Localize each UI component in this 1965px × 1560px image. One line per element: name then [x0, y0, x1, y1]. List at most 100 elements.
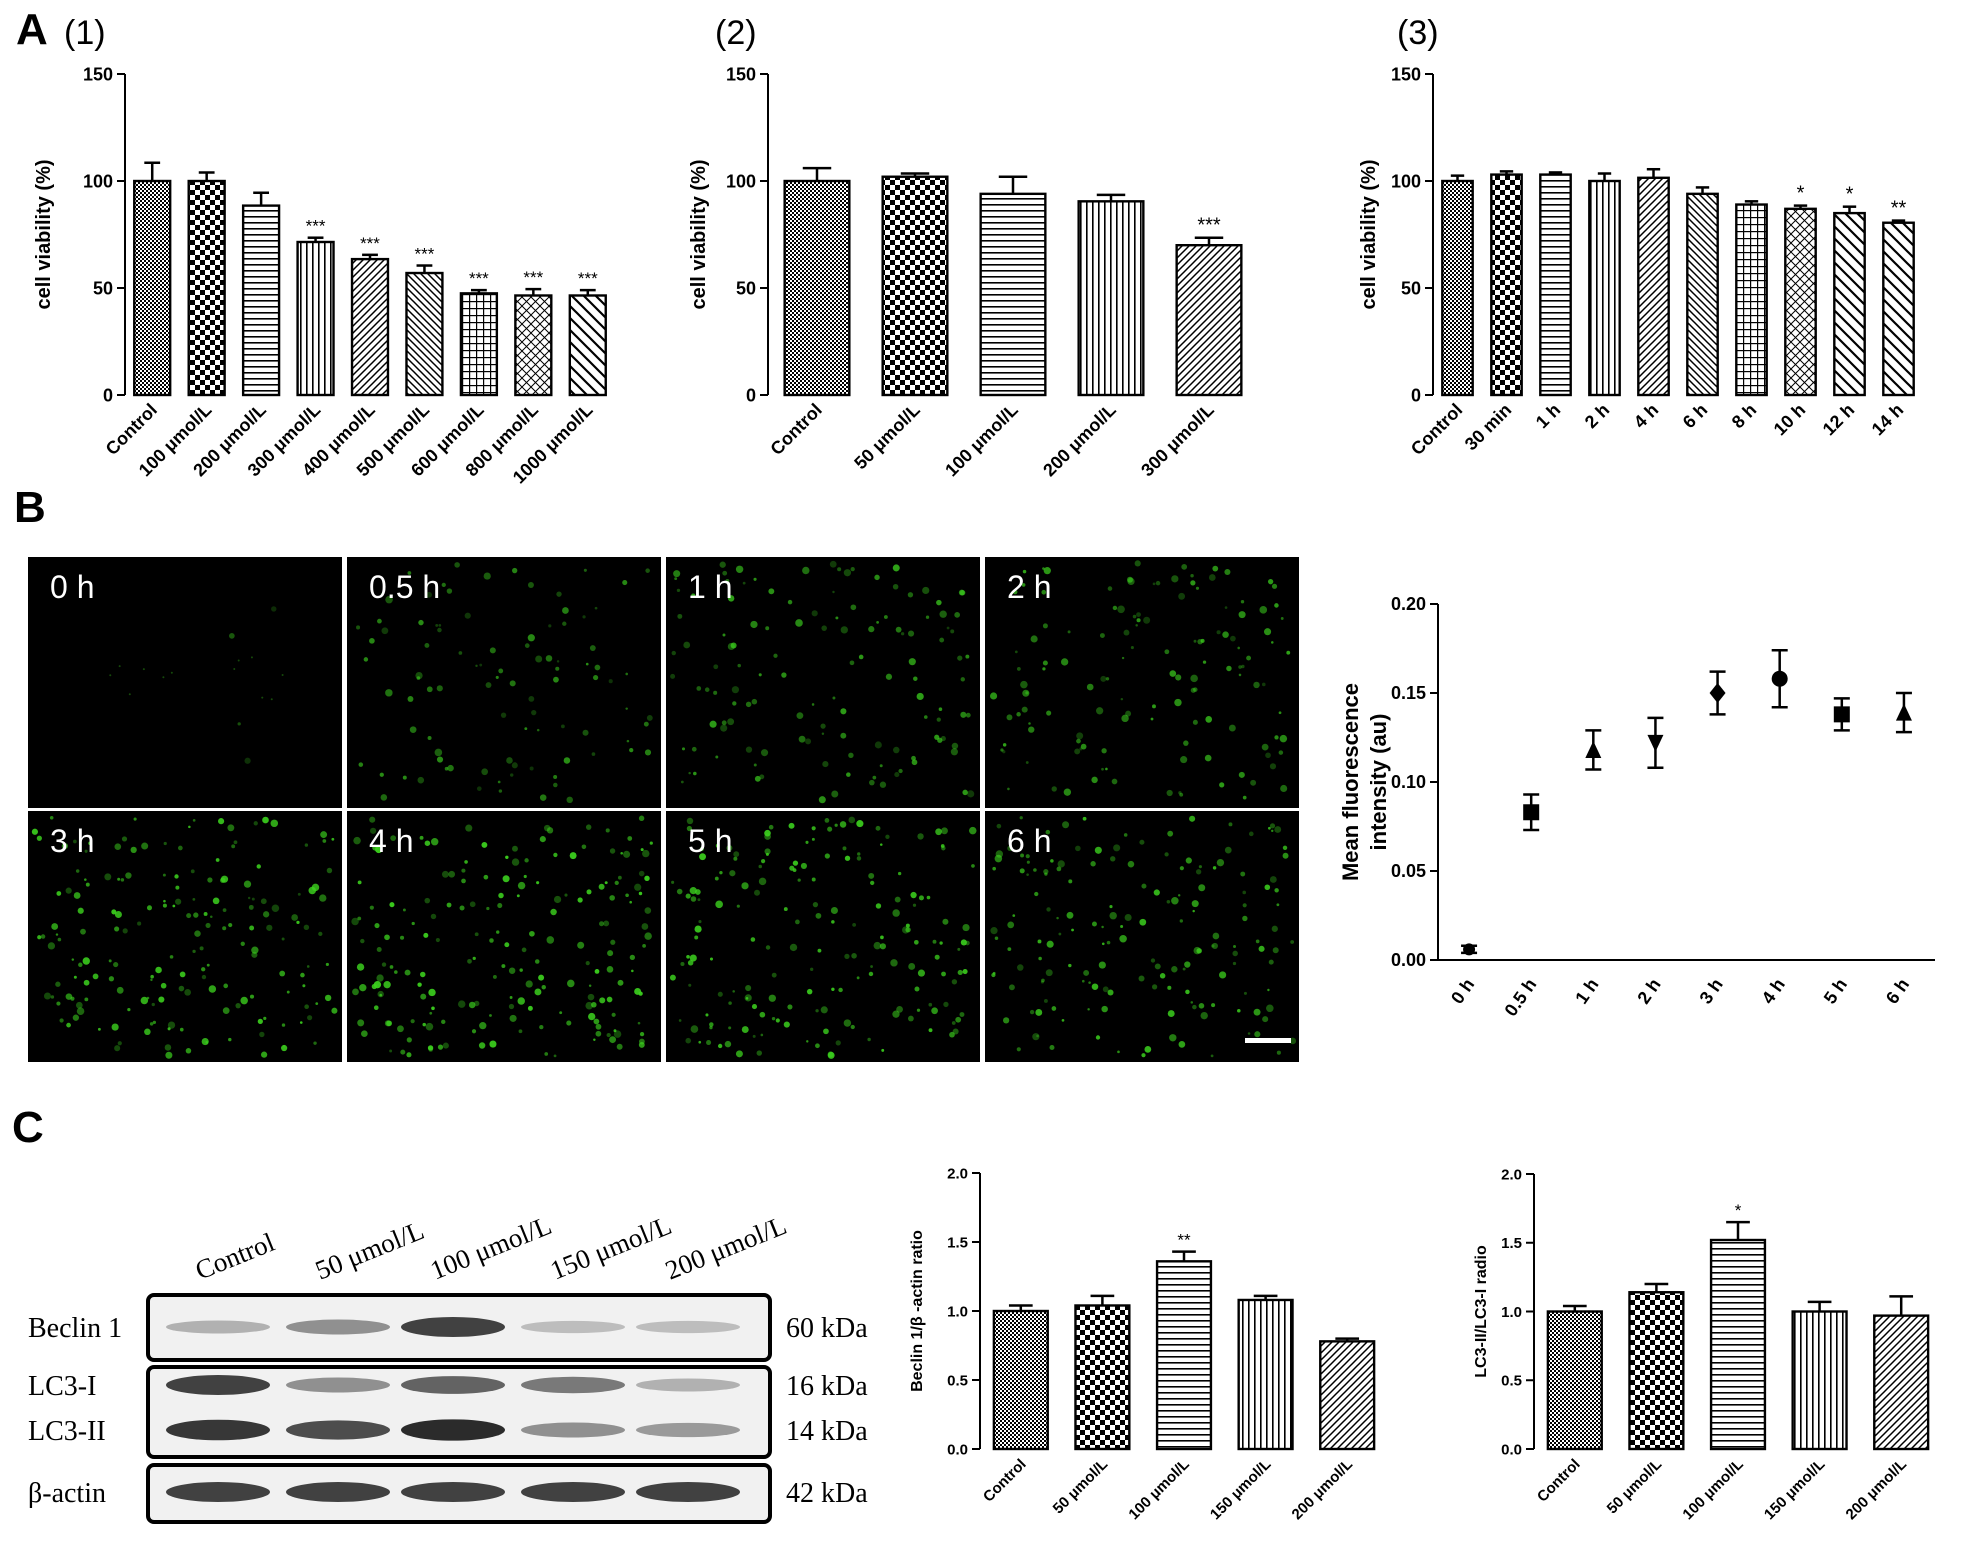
fluorescent-cell [151, 1002, 155, 1007]
fluorescent-cell [509, 680, 516, 687]
fluorescent-cell [447, 764, 454, 772]
fluorescent-cell [768, 588, 775, 595]
fluorescent-cell [1134, 560, 1141, 567]
fluorescent-cell [1136, 618, 1141, 623]
fluorescent-cell [1136, 612, 1141, 618]
fluorescent-cell [1182, 967, 1186, 971]
fluorescent-cell [838, 987, 843, 993]
fluorescent-cell [613, 1030, 622, 1038]
fluorescent-cell [893, 746, 900, 754]
y-tick-label: 0.00 [1391, 950, 1426, 970]
fluorescent-cell [528, 695, 535, 702]
fluorescent-cell [1091, 776, 1098, 784]
fluorescent-cell [1276, 1050, 1281, 1055]
fluorescent-cell [697, 898, 701, 902]
fluorescent-cell [1200, 638, 1205, 643]
fluorescent-cell [629, 954, 636, 961]
fluorescent-cell [373, 981, 382, 989]
fluorescent-cell [1178, 592, 1186, 600]
fluorescent-cell [206, 963, 210, 967]
band [636, 1482, 740, 1502]
fluorescent-cell [626, 739, 630, 743]
fluorescent-cell [1120, 925, 1124, 928]
fluorescent-cell [114, 910, 122, 919]
fluorescent-cell [249, 925, 255, 931]
fluorescent-cell [698, 920, 702, 924]
fluorescent-cell [73, 839, 77, 844]
fluorescent-cell [228, 1037, 232, 1042]
fluorescent-cell [696, 686, 702, 691]
fluorescent-cell [731, 686, 740, 694]
fluorescent-cell [910, 891, 917, 899]
fluorescent-cell [1132, 614, 1137, 619]
fluorescent-cell [751, 1004, 758, 1010]
fluorescent-cell [725, 579, 730, 583]
fluorescent-cell [685, 1037, 692, 1044]
fluorescent-cell [1101, 767, 1104, 771]
fluorescent-cell [670, 673, 676, 679]
fluorescent-cell [237, 722, 241, 726]
fluorescent-cell [353, 836, 361, 845]
fluorescent-cell [848, 752, 854, 759]
fluorescent-cell [47, 942, 56, 950]
fluorescent-cell [916, 692, 924, 701]
fluorescent-cell [852, 922, 857, 927]
fluorescent-cell [965, 712, 971, 718]
fluorescent-cell [469, 901, 476, 908]
fluorescent-cell [146, 905, 152, 911]
fluorescent-cell [1250, 779, 1257, 786]
fluorescent-cell [1258, 945, 1265, 952]
fluorescent-cell [31, 828, 38, 835]
fluorescent-cell [1247, 1032, 1251, 1035]
fluorescent-cell [1241, 664, 1245, 669]
y-tick-label: 150 [726, 64, 756, 84]
fluorescent-cell [685, 893, 691, 899]
fluorescent-cell [623, 850, 631, 858]
fluorescent-cell [404, 969, 411, 976]
fluorescent-cell [1167, 830, 1174, 837]
fluorescent-cell [190, 869, 195, 874]
fluorescent-cell [608, 679, 613, 684]
fluorescent-cell [508, 1003, 515, 1010]
bar [1441, 179, 1474, 397]
fluorescent-cell [874, 741, 882, 749]
fluorescent-cell [436, 685, 443, 692]
y-tick-label: 50 [736, 278, 756, 298]
fluorescent-cell [454, 562, 460, 568]
fluorescent-cell [591, 752, 596, 756]
fluorescent-cell [806, 1040, 809, 1043]
fluorescent-cell [765, 626, 770, 631]
fluorescent-cell [928, 1028, 933, 1033]
fluorescent-cell [281, 937, 285, 941]
fluorescent-cell [1045, 829, 1051, 835]
lane-header: 50 μmol/L [311, 1215, 428, 1286]
fluorescent-cell [1153, 889, 1160, 896]
fluorescent-cell [427, 1045, 434, 1051]
fluorescent-cell [381, 627, 389, 635]
fluorescent-cell [1193, 946, 1201, 955]
fluorescent-cell [724, 1040, 732, 1048]
bar [1637, 176, 1670, 397]
bar [1784, 207, 1817, 397]
fluorescent-cell [820, 723, 826, 729]
blot-row-label: LC3-II [28, 1416, 106, 1447]
fluorescent-cell [1167, 1010, 1175, 1018]
fluorescent-cell [622, 579, 628, 586]
fluorescent-cell [524, 858, 529, 863]
fluorescent-cell [459, 905, 465, 911]
fluorescent-cell [620, 851, 623, 855]
significance-mark: *** [360, 234, 380, 253]
fluorescent-cell [1030, 635, 1038, 643]
fluorescent-cell [789, 943, 798, 952]
fluorescence-image-grid: 0 h 0.5 h 1 h 2 h 3 h 4 h 5 h 6 h [28, 557, 1299, 1062]
fluorescent-cell [394, 970, 398, 974]
fluorescent-cell [728, 1026, 732, 1030]
fluorescent-cell [357, 916, 362, 921]
fluorescent-cell [380, 592, 384, 596]
x-tick-label: 200 μmol/L [1039, 400, 1120, 481]
fluorescent-cell [824, 853, 830, 859]
fluorescent-cell [88, 841, 93, 846]
fluorescent-cell [689, 887, 697, 895]
y-axis-title: LC3-II/LC3-I radio [1473, 1245, 1490, 1378]
fluorescent-cell [683, 641, 691, 649]
